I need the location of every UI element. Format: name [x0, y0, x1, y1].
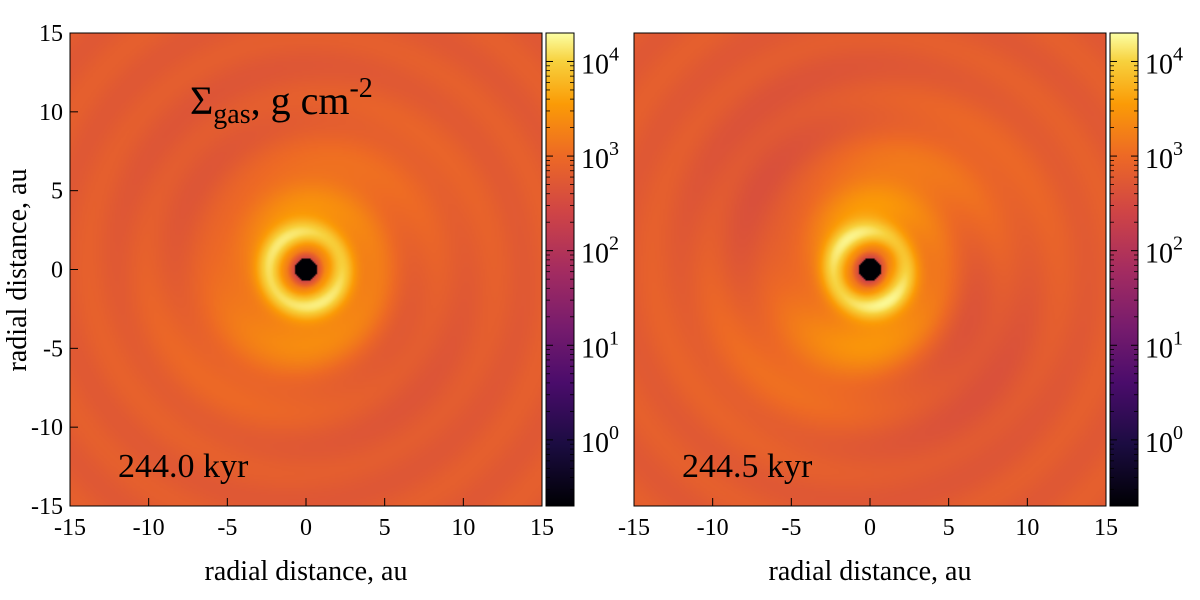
y-tick-label: 0	[51, 258, 63, 284]
colorbar-tick-base: 10	[581, 49, 609, 80]
density-map-left	[70, 33, 542, 506]
x-tick-label: 15	[1094, 515, 1118, 541]
quantity-symbol: Σ	[190, 78, 213, 123]
colorbar-tick-label: 101	[581, 327, 619, 364]
x-tick-label: 0	[864, 515, 876, 541]
colorbar-tick-base: 10	[1145, 144, 1173, 175]
x-tick-label: 10	[1015, 515, 1039, 541]
colorbar-tick-label: 100	[1145, 422, 1183, 459]
colorbar-tick-label: 104	[1145, 43, 1183, 80]
x-tick-label: 5	[943, 515, 955, 541]
colorbar-tick-label: 104	[581, 43, 619, 80]
colorbar-tick-exponent: 1	[1173, 327, 1183, 349]
quantity-subscript: gas	[213, 99, 250, 130]
quantity-units-exponent: -2	[349, 73, 372, 104]
colorbar-tick-base: 10	[1145, 239, 1173, 270]
y-tick-label: 15	[39, 21, 63, 47]
x-tick-label: -10	[697, 515, 729, 541]
y-tick-label: -15	[31, 494, 63, 520]
y-axis-label: radial distance, au	[2, 169, 33, 372]
colorbar-tick-exponent: 2	[609, 233, 619, 255]
colorbar-tick-exponent: 0	[1173, 422, 1183, 444]
x-tick-label: -5	[781, 515, 801, 541]
colorbar-tick-label: 100	[581, 422, 619, 459]
colorbar-tick-base: 10	[1145, 333, 1173, 364]
x-ticks-left: -15 -10 -5 0 5 10 15	[54, 498, 554, 541]
colorbar-tick-label: 103	[581, 138, 619, 175]
colorbar-tick-label: 101	[1145, 327, 1183, 364]
time-label-left: 244.0 kyr	[118, 448, 249, 485]
colorbar-right	[1109, 32, 1139, 507]
x-ticks-right: -15 -10 -5 0 5 10 15	[618, 498, 1118, 541]
x-tick-label: 15	[530, 515, 554, 541]
y-tick-label: -5	[43, 336, 63, 362]
colorbar-tick-base: 10	[1145, 428, 1173, 459]
x-axis-label-right: radial distance, au	[769, 556, 972, 587]
y-tick-label: -10	[31, 415, 63, 441]
colorbar-tick-base: 10	[581, 239, 609, 270]
x-tick-label: -15	[54, 515, 86, 541]
time-label-right: 244.5 kyr	[682, 448, 813, 485]
colorbar-tick-exponent: 4	[609, 43, 619, 65]
colorbar-tick-base: 10	[1145, 49, 1173, 80]
quantity-label: Σgas, g cm-2	[190, 73, 373, 130]
x-tick-label: -15	[618, 515, 650, 541]
quantity-units: , g cm	[251, 78, 350, 123]
colorbar-tick-exponent: 4	[1173, 43, 1183, 65]
x-tick-label: 5	[379, 515, 391, 541]
colorbar-tick-exponent: 3	[609, 138, 619, 160]
x-tick-label: 10	[451, 515, 475, 541]
colorbar-tick-base: 10	[581, 144, 609, 175]
right-panel: -15 -10 -5 0 5 10 15 radial distance, au 244.5…	[618, 32, 1183, 587]
colorbar-tick-label: 102	[1145, 233, 1183, 270]
colorbar-tick-base: 10	[581, 428, 609, 459]
x-tick-label: -10	[133, 515, 165, 541]
colorbar-tick-exponent: 1	[609, 327, 619, 349]
colorbar-tick-label: 102	[581, 233, 619, 270]
colorbar-tick-base: 10	[581, 333, 609, 364]
colorbar-tick-exponent: 0	[609, 422, 619, 444]
x-axis-label-left: radial distance, au	[205, 556, 408, 587]
colorbar-tick-exponent: 3	[1173, 138, 1183, 160]
colorbar-tick-exponent: 2	[1173, 233, 1183, 255]
density-map-right	[634, 33, 1106, 506]
colorbar-tick-label: 103	[1145, 138, 1183, 175]
y-tick-label: 5	[51, 179, 63, 205]
colorbar-left	[545, 32, 575, 507]
y-tick-label: 10	[39, 100, 63, 126]
x-tick-label: 0	[300, 515, 312, 541]
x-tick-label: -5	[217, 515, 237, 541]
y-ticks-left: -15 -10 -5 0 5 10 15	[31, 21, 78, 520]
